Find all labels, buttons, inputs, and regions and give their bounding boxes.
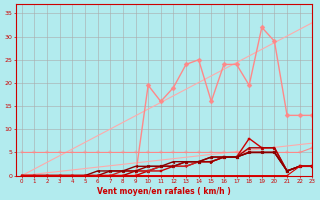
X-axis label: Vent moyen/en rafales ( km/h ): Vent moyen/en rafales ( km/h )	[97, 187, 231, 196]
